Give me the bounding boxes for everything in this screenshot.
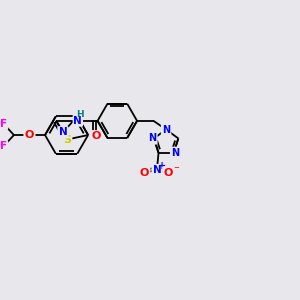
Text: N: N xyxy=(162,124,170,134)
Text: +: + xyxy=(158,161,166,171)
Text: N: N xyxy=(58,128,67,137)
Text: F: F xyxy=(0,119,7,129)
Text: O: O xyxy=(91,131,101,141)
Text: F: F xyxy=(0,141,7,152)
Text: O: O xyxy=(140,168,149,178)
Text: N: N xyxy=(148,134,156,143)
Text: H: H xyxy=(76,110,84,119)
Text: N: N xyxy=(153,165,161,175)
Text: S: S xyxy=(63,134,71,145)
Text: N: N xyxy=(74,116,82,126)
Text: O: O xyxy=(25,130,34,140)
Text: N: N xyxy=(171,148,179,158)
Text: ⁻: ⁻ xyxy=(173,165,179,175)
Text: O: O xyxy=(164,168,173,178)
